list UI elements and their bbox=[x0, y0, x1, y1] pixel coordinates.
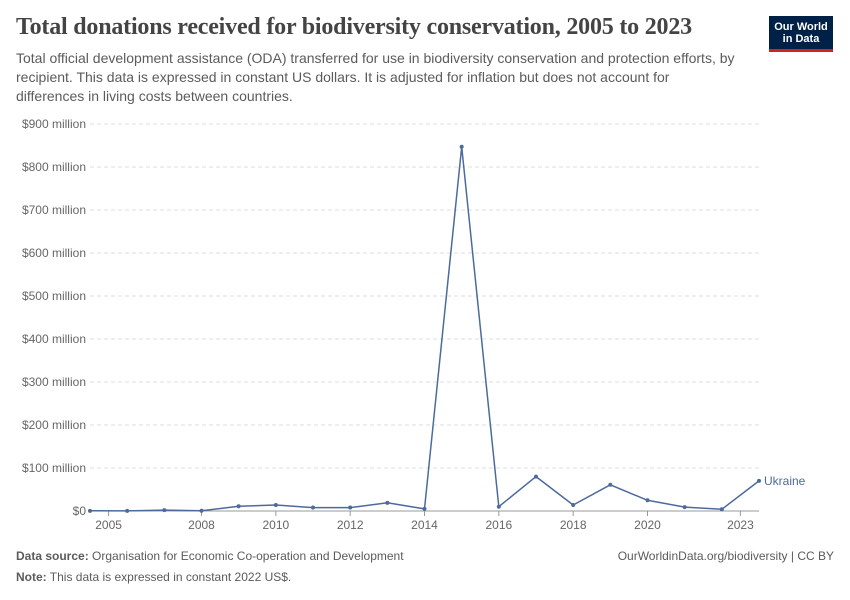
note-label: Note: bbox=[16, 570, 47, 584]
data-point bbox=[571, 502, 576, 507]
y-tick-label: $800 million bbox=[22, 160, 86, 174]
data-point bbox=[459, 144, 464, 149]
y-tick-label: $600 million bbox=[22, 246, 86, 260]
chart-note: Note: This data is expressed in constant… bbox=[16, 570, 291, 584]
credit-link[interactable]: OurWorldinData.org/biodiversity | CC BY bbox=[617, 549, 834, 563]
y-tick-label: $300 million bbox=[22, 375, 86, 389]
data-point bbox=[682, 505, 687, 510]
data-point bbox=[645, 498, 650, 503]
y-tick-label: $200 million bbox=[22, 418, 86, 432]
owid-logo[interactable]: Our World in Data bbox=[769, 16, 833, 52]
data-point bbox=[534, 474, 538, 479]
data-point bbox=[385, 500, 390, 505]
data-point bbox=[236, 504, 241, 509]
x-tick-label: 2023 bbox=[727, 518, 754, 532]
data-source: Data source: Organisation for Economic C… bbox=[16, 549, 404, 563]
series-line bbox=[89, 146, 760, 512]
logo-line-1: Our World bbox=[774, 21, 828, 33]
data-point bbox=[422, 506, 427, 511]
x-tick-label: 2008 bbox=[188, 518, 215, 532]
x-tick-label: 2012 bbox=[337, 518, 364, 532]
data-source-text: Organisation for Economic Co-operation a… bbox=[92, 549, 404, 563]
y-tick-label: $700 million bbox=[22, 203, 86, 217]
data-point bbox=[88, 508, 92, 513]
x-tick-label: 2010 bbox=[262, 518, 289, 532]
x-tick-label: 2018 bbox=[560, 518, 587, 532]
x-tick-label: 2014 bbox=[411, 518, 438, 532]
x-tick-label: 2016 bbox=[485, 518, 512, 532]
chart-subtitle: Total official development assistance (O… bbox=[16, 50, 735, 104]
series-label: Ukraine bbox=[764, 474, 806, 488]
data-point bbox=[162, 508, 167, 513]
x-tick-label: 2005 bbox=[95, 518, 122, 532]
data-point bbox=[496, 504, 501, 509]
data-point bbox=[757, 478, 761, 483]
y-tick-label: $500 million bbox=[22, 289, 86, 303]
chart-title: Total donations received for biodiversit… bbox=[16, 14, 692, 40]
data-source-label: Data source: bbox=[16, 549, 89, 563]
data-point bbox=[125, 508, 130, 513]
y-tick-label: $0 bbox=[73, 504, 87, 518]
data-point bbox=[719, 507, 724, 512]
y-tick-label: $900 million bbox=[22, 117, 86, 131]
data-point bbox=[199, 508, 204, 513]
note-text: This data is expressed in constant 2022 … bbox=[49, 570, 292, 584]
data-point bbox=[608, 482, 613, 487]
y-tick-label: $400 million bbox=[22, 332, 86, 346]
data-point bbox=[273, 502, 278, 507]
x-tick-label: 2020 bbox=[634, 518, 661, 532]
y-tick-label: $100 million bbox=[22, 461, 86, 475]
data-point bbox=[311, 505, 315, 510]
data-point bbox=[348, 505, 353, 510]
logo-line-2: in Data bbox=[782, 33, 820, 45]
